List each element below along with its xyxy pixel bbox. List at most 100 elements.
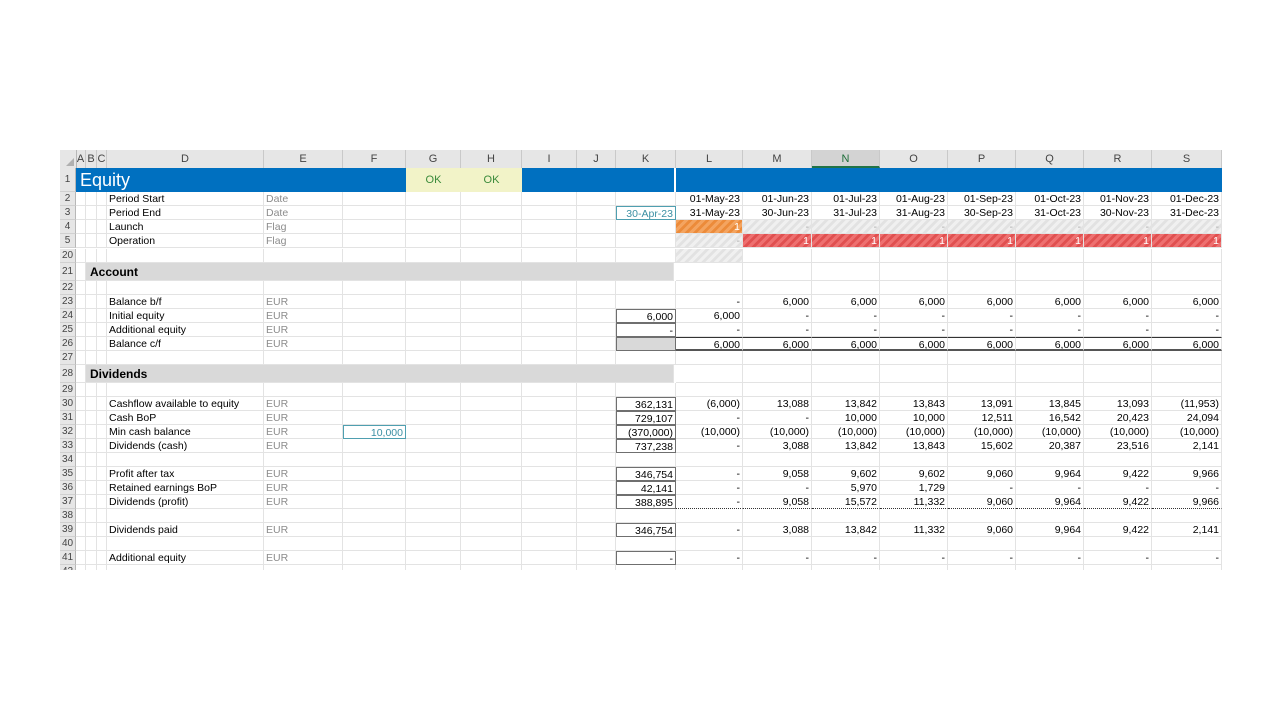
- cell-h[interactable]: [461, 551, 522, 565]
- timeline-cell-q[interactable]: 9,964: [1016, 523, 1084, 537]
- cell-b[interactable]: [86, 481, 97, 495]
- cell-i[interactable]: [522, 425, 577, 439]
- timeline-cell-n[interactable]: -: [812, 220, 880, 234]
- timeline-cell-q[interactable]: -: [1016, 323, 1084, 337]
- cell-h[interactable]: [461, 495, 522, 509]
- row-number[interactable]: 1: [60, 168, 76, 192]
- timeline-cell-l[interactable]: 1: [676, 220, 743, 234]
- cell-f[interactable]: [343, 351, 406, 365]
- timeline-cell-s[interactable]: 24,094: [1152, 411, 1222, 425]
- cell-j[interactable]: [577, 509, 616, 523]
- row-number[interactable]: 22: [60, 281, 76, 295]
- timeline-cell-m[interactable]: 6,000: [743, 295, 812, 309]
- cell-i[interactable]: [522, 234, 577, 248]
- timeline-cell-q[interactable]: [1016, 351, 1084, 365]
- timeline-cell-s[interactable]: [1152, 565, 1222, 570]
- row-number[interactable]: 20: [60, 249, 76, 263]
- cell-j[interactable]: [577, 523, 616, 537]
- timeline-cell-q[interactable]: -: [1016, 481, 1084, 495]
- timeline-cell-p[interactable]: [948, 351, 1016, 365]
- unit-cell[interactable]: Flag: [264, 220, 343, 234]
- timeline-cell-s[interactable]: [1152, 249, 1222, 263]
- cell-c[interactable]: [97, 383, 107, 397]
- timeline-cell-m[interactable]: 01-Jun-23: [743, 192, 812, 206]
- cell-g[interactable]: [406, 523, 461, 537]
- timeline-cell-l[interactable]: (10,000): [676, 425, 743, 439]
- timeline-cell-o[interactable]: -: [880, 323, 948, 337]
- cell-c[interactable]: [97, 323, 107, 337]
- timeline-cell-n[interactable]: -: [812, 309, 880, 323]
- timeline-cell-s[interactable]: 1: [1152, 234, 1222, 248]
- select-all-corner[interactable]: [60, 150, 77, 168]
- column-header-d[interactable]: D: [107, 150, 264, 168]
- timeline-cell-o[interactable]: 10,000: [880, 411, 948, 425]
- timeline-cell-r[interactable]: (10,000): [1084, 425, 1152, 439]
- cell-f[interactable]: [343, 234, 406, 248]
- timeline-cell-m[interactable]: 1: [743, 234, 812, 248]
- cell-c[interactable]: [97, 206, 107, 220]
- cell-h[interactable]: [461, 509, 522, 523]
- cell-j[interactable]: [577, 481, 616, 495]
- cell-g[interactable]: [406, 281, 461, 295]
- cell-f[interactable]: [343, 337, 406, 351]
- cell-a[interactable]: [76, 439, 86, 453]
- timeline-cell-o[interactable]: 13,843: [880, 397, 948, 411]
- cell-j[interactable]: [577, 323, 616, 337]
- timeline-cell-n[interactable]: 13,842: [812, 523, 880, 537]
- timeline-cell-q[interactable]: 6,000: [1016, 337, 1084, 351]
- timeline-cell-p[interactable]: [948, 565, 1016, 570]
- cell-j[interactable]: [577, 192, 616, 206]
- timeline-cell-o[interactable]: [880, 365, 948, 383]
- cell-j[interactable]: [577, 295, 616, 309]
- timeline-cell-l[interactable]: [676, 249, 743, 263]
- row-label[interactable]: [107, 249, 264, 263]
- timeline-cell-m[interactable]: 9,058: [743, 467, 812, 481]
- timeline-cell-s[interactable]: (10,000): [1152, 425, 1222, 439]
- timeline-cell-p[interactable]: 1: [948, 234, 1016, 248]
- column-header-m[interactable]: M: [743, 150, 812, 168]
- total-cell[interactable]: 388,895: [616, 495, 676, 509]
- total-cell[interactable]: (370,000): [616, 425, 676, 439]
- timeline-cell-r[interactable]: -: [1084, 309, 1152, 323]
- cell-f[interactable]: [343, 411, 406, 425]
- cell-a[interactable]: [76, 537, 86, 551]
- row-number[interactable]: 40: [60, 537, 76, 551]
- timeline-cell-n[interactable]: 1: [812, 234, 880, 248]
- cell-b[interactable]: [86, 351, 97, 365]
- unit-cell[interactable]: EUR: [264, 551, 343, 565]
- total-cell[interactable]: 30-Apr-23: [616, 206, 676, 220]
- timeline-cell-o[interactable]: 01-Aug-23: [880, 192, 948, 206]
- timeline-cell-l[interactable]: [676, 281, 743, 295]
- total-cell[interactable]: [616, 220, 676, 234]
- row-label[interactable]: Balance b/f: [107, 295, 264, 309]
- timeline-cell-n[interactable]: 6,000: [812, 295, 880, 309]
- cell-b[interactable]: [86, 397, 97, 411]
- row-label[interactable]: Operation: [107, 234, 264, 248]
- timeline-cell-l[interactable]: 31-May-23: [676, 206, 743, 220]
- row-number[interactable]: 38: [60, 509, 76, 523]
- cell-g[interactable]: [406, 495, 461, 509]
- timeline-cell-n[interactable]: -: [812, 551, 880, 565]
- cell-b[interactable]: [86, 439, 97, 453]
- column-header-q[interactable]: Q: [1016, 150, 1084, 168]
- timeline-cell-o[interactable]: -: [880, 309, 948, 323]
- cell-a[interactable]: [76, 411, 86, 425]
- row-label[interactable]: [107, 453, 264, 467]
- timeline-cell-s[interactable]: [1152, 365, 1222, 383]
- unit-cell[interactable]: [264, 453, 343, 467]
- cell-f[interactable]: [343, 523, 406, 537]
- column-header-p[interactable]: P: [948, 150, 1016, 168]
- cell-a[interactable]: [76, 323, 86, 337]
- cell-b[interactable]: [86, 453, 97, 467]
- unit-cell[interactable]: [264, 565, 343, 570]
- cell-f[interactable]: [343, 537, 406, 551]
- timeline-cell-m[interactable]: 9,058: [743, 495, 812, 509]
- unit-cell[interactable]: EUR: [264, 495, 343, 509]
- cell-j[interactable]: [577, 337, 616, 351]
- row-number[interactable]: 4: [60, 220, 76, 234]
- cell-a[interactable]: [76, 509, 86, 523]
- timeline-cell-s[interactable]: (11,953): [1152, 397, 1222, 411]
- timeline-cell-p[interactable]: [948, 365, 1016, 383]
- timeline-cell-r[interactable]: [1084, 249, 1152, 263]
- timeline-cell-s[interactable]: -: [1152, 551, 1222, 565]
